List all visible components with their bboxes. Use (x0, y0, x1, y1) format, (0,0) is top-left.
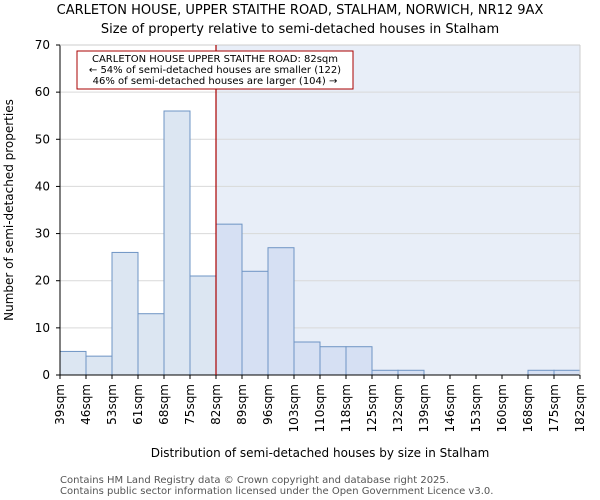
x-tick-label: 103sqm (287, 384, 301, 432)
bar (111, 251, 139, 376)
annotation-line-1: CARLETON HOUSE UPPER STAITHE ROAD: 82sqm (92, 54, 338, 65)
y-tick-label: 20 (35, 274, 50, 288)
x-tick-label: 110sqm (313, 384, 327, 432)
bar (371, 369, 399, 376)
x-tick-label: 132sqm (391, 384, 405, 432)
bar (319, 346, 347, 376)
footer-line-2: Contains public sector information licen… (60, 486, 493, 497)
bar (397, 369, 425, 376)
bar (553, 369, 581, 376)
bar (59, 350, 87, 376)
y-tick-label: 70 (35, 38, 50, 52)
bar (293, 341, 321, 376)
bar (345, 346, 373, 376)
x-tick-label: 96sqm (261, 384, 275, 425)
bar (85, 355, 113, 376)
x-tick-label: 160sqm (495, 384, 509, 432)
x-tick-label: 175sqm (547, 384, 561, 432)
y-tick-label: 10 (35, 321, 50, 335)
x-tick-label: 139sqm (417, 384, 431, 432)
x-tick-label: 146sqm (443, 384, 457, 432)
x-tick-label: 82sqm (209, 384, 223, 425)
x-tick-label: 125sqm (365, 384, 379, 432)
bar (137, 313, 165, 376)
footer-line-1: Contains HM Land Registry data © Crown c… (60, 475, 449, 486)
bar (527, 369, 555, 376)
x-tick-label: 168sqm (521, 384, 535, 432)
chart-title: CARLETON HOUSE, UPPER STAITHE ROAD, STAL… (57, 3, 544, 18)
x-tick-label: 39sqm (53, 384, 67, 425)
y-tick-label: 50 (35, 132, 50, 146)
x-tick-label: 118sqm (339, 384, 353, 432)
y-tick-label: 60 (35, 85, 50, 99)
x-tick-label: 53sqm (105, 384, 119, 425)
x-tick-label: 61sqm (131, 384, 145, 425)
annotation-line-3: 46% of semi-detached houses are larger (… (93, 76, 338, 87)
y-tick-label: 40 (35, 179, 50, 193)
x-tick-label: 68sqm (157, 384, 171, 425)
y-tick-label: 30 (35, 227, 50, 241)
x-tick-label: 182sqm (573, 384, 587, 432)
bar (267, 247, 295, 376)
y-axis-label: Number of semi-detached properties (2, 99, 16, 321)
x-tick-label: 153sqm (469, 384, 483, 432)
bar (189, 275, 217, 376)
x-axis-label: Distribution of semi-detached houses by … (151, 446, 490, 460)
y-tick-label: 0 (42, 368, 50, 382)
bar (241, 270, 269, 376)
x-tick-label: 89sqm (235, 384, 249, 425)
bar (215, 223, 243, 376)
x-tick-label: 46sqm (79, 384, 93, 425)
plot-area: 0 10 20 30 40 50 60 70 39sqm 46sqm 53sqm 61sqm 68sqm… (35, 38, 587, 432)
annotation-box (76, 50, 354, 90)
x-tick-label: 75sqm (183, 384, 197, 425)
bar (163, 110, 191, 376)
annotation-line-2: ← 54% of semi-detached houses are smalle… (89, 65, 341, 76)
chart-subtitle: Size of property relative to semi-detach… (101, 22, 499, 37)
